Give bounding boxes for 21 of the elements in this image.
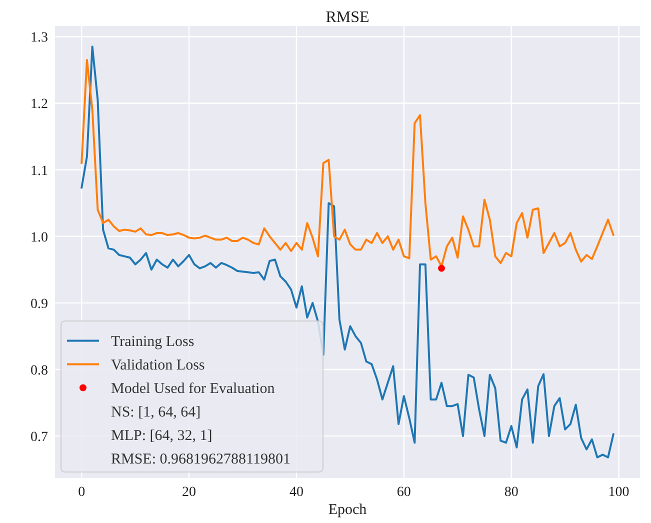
y-tick-label: 1.0 <box>30 230 48 246</box>
x-axis-title: Epoch <box>328 502 368 518</box>
x-tick-label: 20 <box>182 485 196 500</box>
legend-label: Model Used for Evaluation <box>111 380 276 397</box>
y-tick-label: 0.8 <box>30 363 48 378</box>
x-tick-label: 100 <box>608 485 630 500</box>
y-tick-label: 1.3 <box>30 30 48 46</box>
annotation: RMSE: 0.9681962788119801 <box>111 451 290 468</box>
y-tick-label: 1.2 <box>30 97 48 112</box>
x-tick-label: 0 <box>78 485 86 500</box>
x-tick-label: 40 <box>289 485 304 500</box>
x-tick-label: 80 <box>504 485 518 500</box>
legend-label: Validation Loss <box>111 357 205 374</box>
annotation: MLP: [64, 32, 1] <box>111 428 212 444</box>
y-tick-label: 0.7 <box>30 430 48 446</box>
y-tick-label: 1.1 <box>30 164 48 179</box>
x-tick-label: 60 <box>396 485 411 500</box>
chart-title: RMSE <box>326 9 370 26</box>
annotation: NS: [1, 64, 64] <box>111 404 201 420</box>
legend-label: Training Loss <box>111 334 194 350</box>
y-tick-label: 0.9 <box>30 296 48 312</box>
